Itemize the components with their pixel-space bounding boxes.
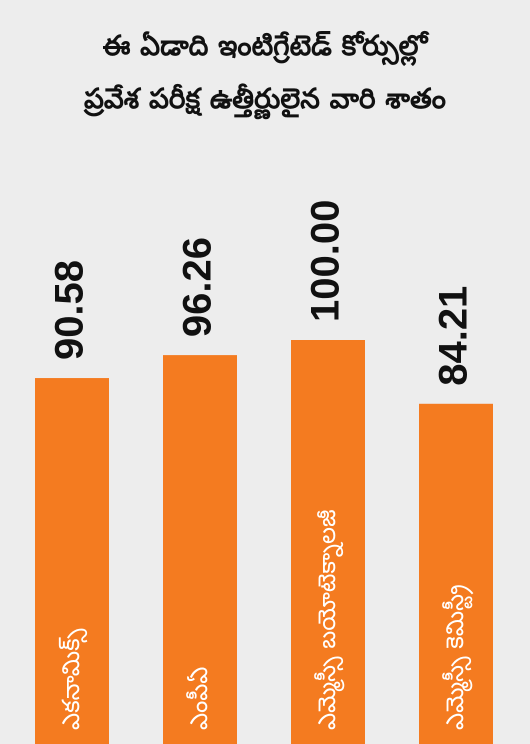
bar [419,403,493,744]
chart-title: ప్రవేశ పరీక్ష ఉత్తీర్ణులైన వారి శాతం [83,82,446,120]
bar [163,355,237,744]
category-label: ఎకనామిక్స్ [57,628,88,730]
bar [35,378,109,744]
value-label: 90.58 [48,260,92,360]
value-label: 84.21 [432,286,476,386]
chart-title: ఈ ఏడాది ఇంటిగ్రేటెడ్ కోర్సుల్లో [103,29,430,67]
value-label: 100.00 [304,200,348,322]
bar [291,340,365,744]
category-label: ఎమ్మెస్సీ బయోటెక్నాలజీ [313,509,345,730]
value-label: 96.26 [176,237,220,337]
category-label: ఎంపీఏ [185,667,213,730]
category-label: ఎమ్మెస్సీ కెమిస్ట్రీ [441,584,474,730]
